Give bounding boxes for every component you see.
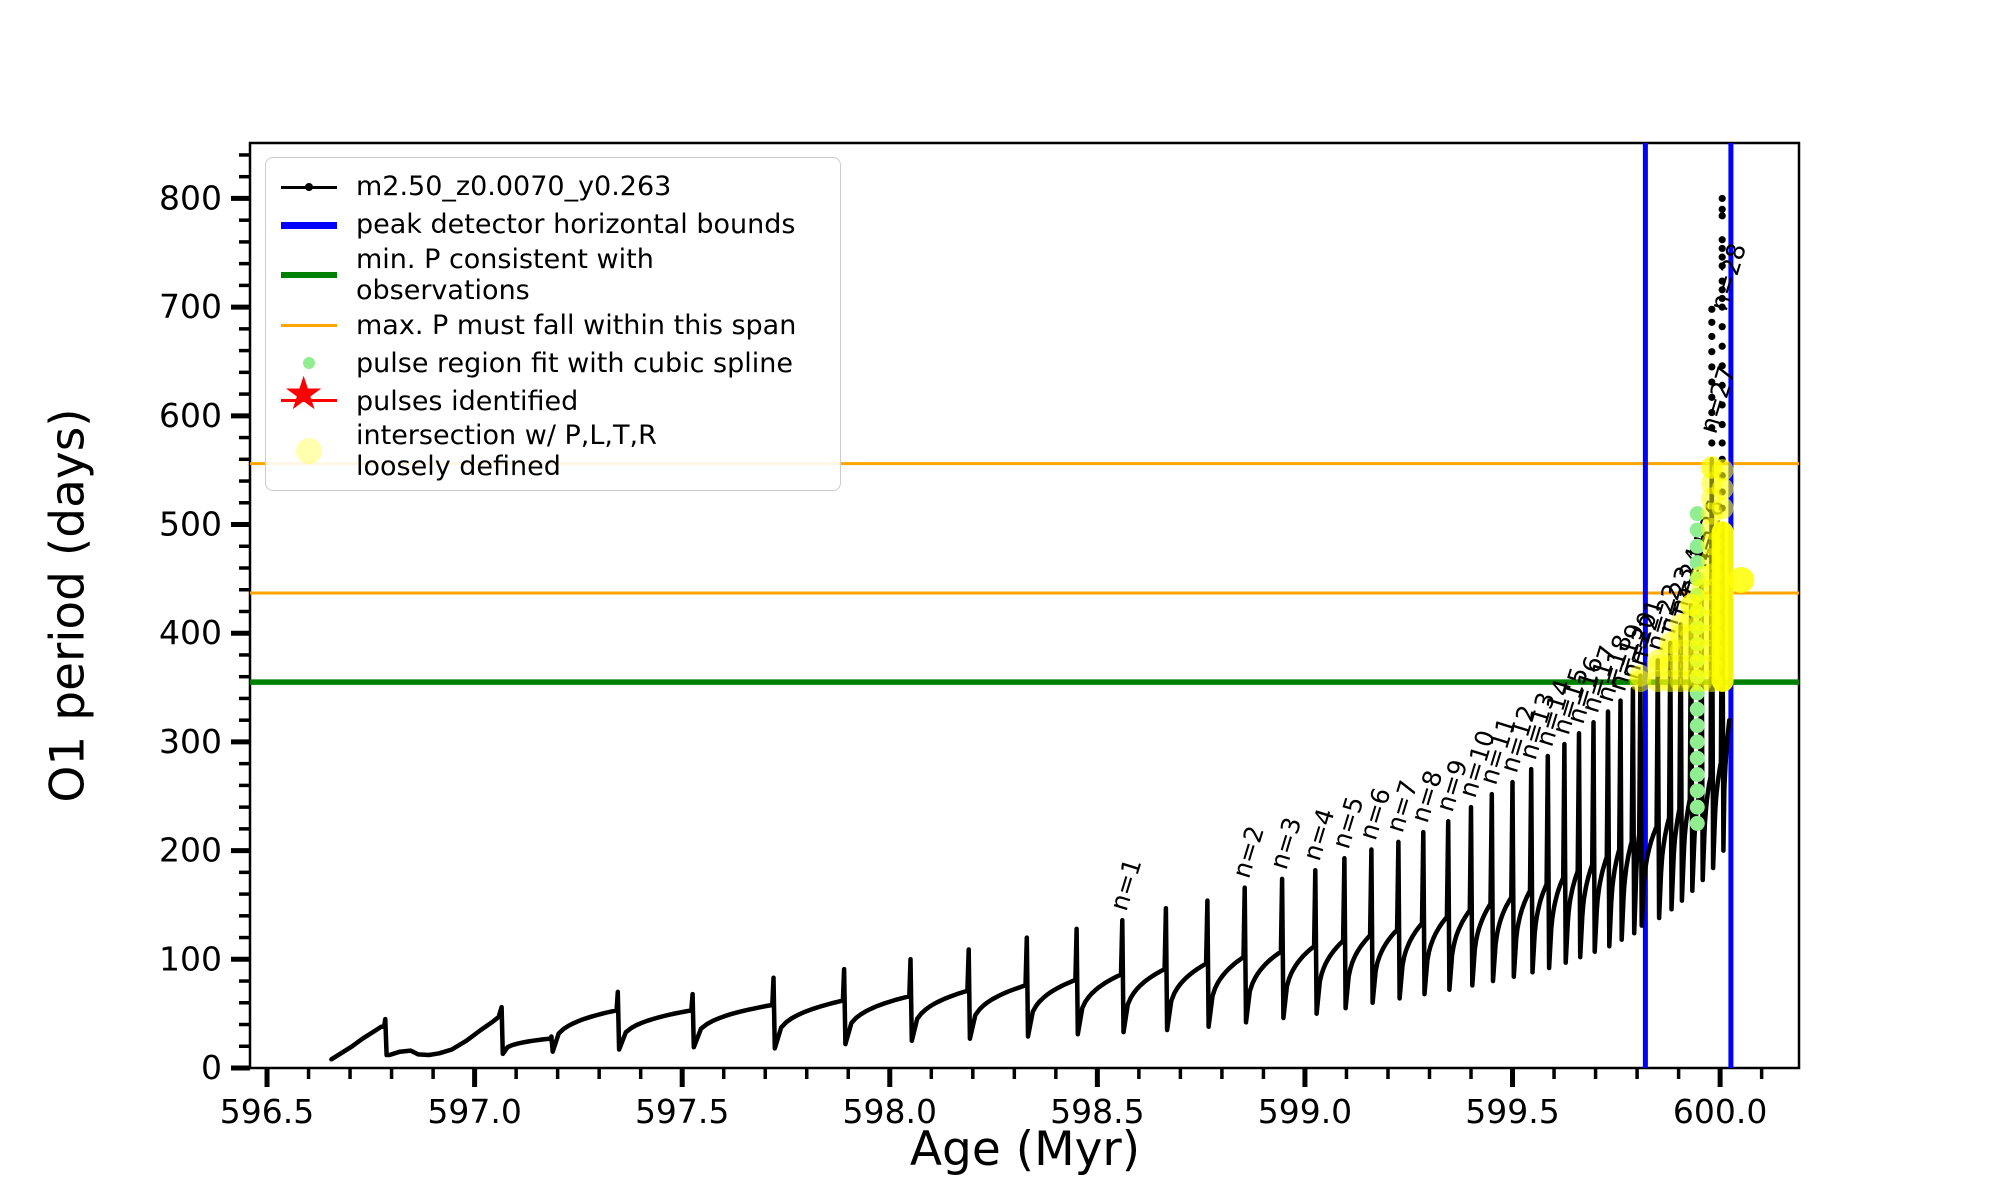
series-marker-dot bbox=[1718, 205, 1726, 213]
series-marker-dot bbox=[1718, 420, 1726, 429]
series-marker-dot bbox=[1718, 342, 1726, 350]
spline-fit-dot bbox=[1689, 522, 1705, 538]
legend-item-min-p: min. P consistent with observations bbox=[280, 244, 826, 306]
spline-fit-dot bbox=[1689, 799, 1705, 815]
y-tick-label: 400 bbox=[159, 613, 222, 652]
y-tick-label: 500 bbox=[159, 505, 222, 544]
x-tick-label: 596.5 bbox=[220, 1092, 314, 1131]
pulse-annotation: n=28 bbox=[1704, 240, 1752, 314]
series-marker-dot bbox=[1718, 277, 1726, 285]
series-marker-dot bbox=[1718, 244, 1726, 253]
spline-fit-dot bbox=[1689, 734, 1705, 750]
y-tick-label: 0 bbox=[201, 1048, 222, 1087]
y-axis-label: O1 period (days) bbox=[40, 408, 96, 803]
legend-item-peak-bounds: peak detector horizontal bounds bbox=[280, 206, 826, 244]
series-marker-dot bbox=[1718, 362, 1726, 370]
y-tick-label: 600 bbox=[159, 396, 222, 435]
legend-item-pulses: ★ pulses identified bbox=[280, 370, 826, 420]
intersection-marker bbox=[1711, 477, 1734, 500]
series-line bbox=[329, 457, 1732, 1062]
spline-fit-dot bbox=[1689, 701, 1705, 717]
intersection-marker bbox=[1711, 459, 1734, 482]
series-marker-dot bbox=[1718, 401, 1726, 409]
y-tick-label: 100 bbox=[159, 939, 222, 978]
blue-line-icon bbox=[280, 206, 338, 244]
legend: m2.50_z0.0070_y0.263 peak detector horiz… bbox=[265, 157, 841, 492]
legend-label: intersection w/ P,L,T,R loosely defined bbox=[356, 420, 657, 483]
legend-item-pulse-region: pulse region fit with cubic spline bbox=[280, 344, 826, 382]
y-tick-label: 200 bbox=[159, 831, 222, 870]
series-marker-dot bbox=[1708, 378, 1716, 386]
intersection-marker bbox=[1711, 497, 1734, 520]
spline-fit-dot bbox=[1689, 815, 1705, 831]
yellow-dot-icon bbox=[280, 432, 338, 470]
spline-fit-dot bbox=[1689, 750, 1705, 766]
intersection-marker bbox=[1728, 566, 1755, 593]
series-marker-dot bbox=[1718, 262, 1726, 270]
pulse-annotation: n=27 bbox=[1694, 363, 1742, 437]
legend-item-intersection: intersection w/ P,L,T,R loosely defined bbox=[280, 420, 826, 482]
legend-label: min. P consistent with observations bbox=[356, 244, 654, 307]
spline-fit-dot bbox=[1689, 506, 1705, 522]
series-marker-dot bbox=[1718, 381, 1726, 389]
intersection-bar bbox=[1711, 521, 1734, 692]
orange-line-icon bbox=[280, 306, 338, 344]
legend-label: pulses identified bbox=[356, 385, 579, 417]
x-tick-label: 597.5 bbox=[635, 1092, 729, 1131]
red-star-icon: ★ bbox=[280, 370, 338, 420]
series-marker-dot bbox=[1718, 439, 1726, 447]
x-tick-label: 599.5 bbox=[1465, 1092, 1559, 1131]
series-marker-dot bbox=[1708, 305, 1716, 313]
series-marker-dot bbox=[1718, 303, 1726, 311]
series-marker-dot bbox=[1718, 323, 1726, 331]
series-marker-dot bbox=[1718, 286, 1726, 294]
series-marker-dot bbox=[1708, 393, 1716, 401]
legend-item-max-p: max. P must fall within this span bbox=[280, 306, 826, 344]
x-tick-label: 599.0 bbox=[1258, 1092, 1352, 1131]
y-tick-label: 700 bbox=[159, 287, 222, 326]
series-marker-dot bbox=[1708, 439, 1716, 447]
legend-label: peak detector horizontal bounds bbox=[356, 209, 796, 241]
series-marker-dot bbox=[1718, 253, 1726, 261]
spline-fit-dot bbox=[1689, 783, 1705, 799]
y-tick-label: 300 bbox=[159, 722, 222, 761]
series-line-icon bbox=[280, 168, 338, 206]
spline-fit-dot bbox=[1689, 718, 1705, 734]
series-marker-dot bbox=[1708, 332, 1716, 341]
series-marker-dot bbox=[1708, 363, 1716, 371]
series-marker-dot bbox=[1718, 194, 1726, 203]
series-marker-dot bbox=[1708, 318, 1716, 326]
intersection-marker bbox=[1629, 664, 1652, 687]
spline-fit-dot bbox=[1689, 767, 1705, 783]
series-marker-dot bbox=[1718, 294, 1726, 303]
x-tick-label: 598.5 bbox=[1050, 1092, 1144, 1131]
green-line-icon bbox=[280, 256, 338, 294]
legend-label: m2.50_z0.0070_y0.263 bbox=[356, 171, 672, 203]
y-tick-label: 800 bbox=[159, 178, 222, 217]
axes-frame bbox=[248, 141, 1801, 1070]
series-marker-dot bbox=[1718, 236, 1726, 244]
pulse-annotation: n=2 bbox=[1227, 822, 1270, 881]
x-tick-label: 598.0 bbox=[843, 1092, 937, 1131]
x-tick-label: 600.0 bbox=[1673, 1092, 1767, 1131]
pulse-annotation: n=1 bbox=[1104, 855, 1147, 914]
series-marker-dot bbox=[1708, 348, 1716, 356]
legend-label: max. P must fall within this span bbox=[356, 309, 797, 341]
x-axis-label: Age (Myr) bbox=[909, 1122, 1141, 1177]
series-marker-dot bbox=[1708, 424, 1716, 432]
legend-label: pulse region fit with cubic spline bbox=[356, 347, 793, 379]
green-dot-icon bbox=[280, 344, 338, 382]
x-tick-label: 597.0 bbox=[427, 1092, 521, 1131]
series-marker-dot bbox=[1718, 212, 1726, 220]
series-marker-dot bbox=[1708, 408, 1716, 417]
legend-item-series: m2.50_z0.0070_y0.263 bbox=[280, 168, 826, 206]
